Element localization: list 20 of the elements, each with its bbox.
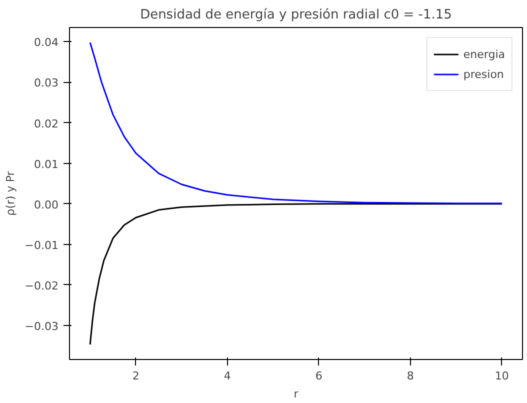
y-tick-label: 0.02 — [34, 117, 59, 130]
y-tick-label: 0.01 — [34, 158, 59, 171]
x-tick-label: 8 — [406, 370, 414, 382]
x-tick-label: 4 — [224, 370, 231, 382]
chart-title: Densidad de energía y presión radial c0 = -1.15 — [140, 8, 452, 22]
x-axis-title: r — [294, 388, 299, 400]
line-series — [89, 42, 503, 204]
legend-label: presion — [463, 68, 504, 80]
y-tick-label: 0.04 — [34, 36, 59, 50]
y-tick-label: −0.01 — [24, 238, 59, 252]
legend-label: energia — [463, 48, 505, 60]
line-series — [89, 203, 503, 346]
y-tick-label: 0.00 — [34, 198, 59, 212]
x-tick-label: 10 — [494, 370, 509, 382]
y-tick-label: −0.03 — [24, 320, 59, 333]
y-axis-title: ρ(r) y Pr — [4, 170, 17, 216]
y-tick-label: −0.02 — [24, 279, 59, 292]
x-tick-label: 2 — [132, 370, 140, 382]
x-tick-label: 6 — [315, 370, 322, 382]
y-tick-label: 0.03 — [34, 76, 59, 90]
